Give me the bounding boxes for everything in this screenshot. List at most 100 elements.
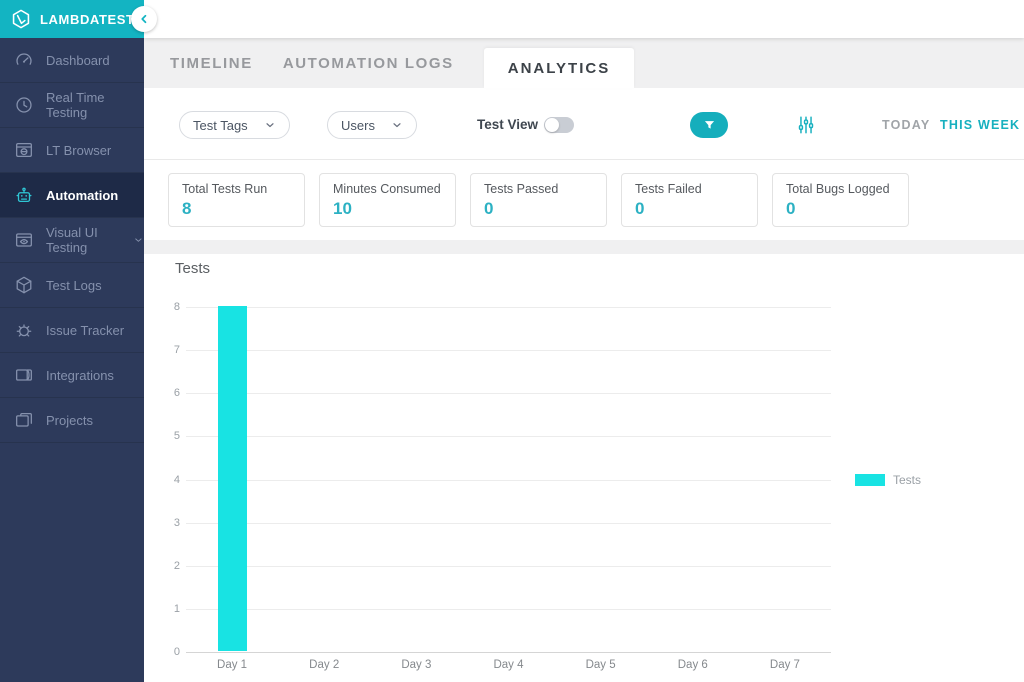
toggle-knob bbox=[545, 118, 559, 132]
test-view-label: Test View bbox=[477, 117, 539, 132]
integrations-icon bbox=[13, 364, 35, 386]
chevron-down-icon bbox=[264, 119, 276, 131]
y-axis-tick: 7 bbox=[173, 344, 180, 357]
stat-label: Tests Failed bbox=[635, 182, 702, 196]
tests-chart-section: Tests Tests 0 1 2 3 4 5 6 7 8 Day 1 Day 2 Day 3 Day … bbox=[144, 254, 1024, 682]
y-axis-tick: 1 bbox=[173, 602, 180, 615]
legend-swatch bbox=[855, 474, 885, 486]
users-dropdown[interactable]: Users bbox=[327, 111, 417, 139]
stat-value: 0 bbox=[484, 199, 494, 218]
x-axis-label: Day 2 bbox=[309, 659, 340, 671]
stat-value: 8 bbox=[182, 199, 192, 218]
x-axis-label: Day 6 bbox=[677, 659, 708, 671]
sidebar-item-label: Issue Tracker bbox=[46, 322, 125, 338]
bar-day-1[interactable] bbox=[217, 306, 247, 651]
y-axis-tick: 0 bbox=[173, 646, 180, 658]
sidebar-item-integrations[interactable]: Integrations bbox=[0, 353, 144, 398]
brand-name: LAMBDATEST bbox=[40, 11, 135, 27]
stat-card-minutes-consumed: Minutes Consumed 10 bbox=[319, 173, 456, 227]
x-axis-label: Day 4 bbox=[493, 659, 524, 671]
gridline bbox=[186, 652, 831, 653]
stat-value: 0 bbox=[635, 199, 645, 218]
gridline bbox=[186, 307, 831, 308]
stats-summary: Total Tests Run 8 Minutes Consumed 10 Tests … bbox=[144, 159, 1024, 240]
chevron-down-icon bbox=[391, 119, 403, 131]
chevron-down-icon bbox=[133, 233, 144, 247]
x-axis-label: Day 5 bbox=[585, 659, 616, 671]
users-dropdown-value: Users bbox=[341, 117, 375, 133]
stat-card-tests-failed: Tests Failed 0 bbox=[621, 173, 758, 227]
test-tags-dropdown-value: Test Tags bbox=[193, 117, 248, 133]
projects-icon bbox=[13, 409, 35, 431]
lambdatest-logo-icon bbox=[10, 8, 32, 30]
y-axis-tick: 6 bbox=[173, 387, 180, 400]
clock-icon bbox=[13, 94, 35, 116]
gridline bbox=[186, 565, 831, 567]
test-view-toggle[interactable] bbox=[544, 117, 574, 133]
stat-label: Total Bugs Logged bbox=[786, 182, 890, 196]
sidebar-item-test-logs[interactable]: Test Logs bbox=[0, 263, 144, 308]
sidebar-item-dashboard[interactable]: Dashboard bbox=[0, 38, 144, 83]
stat-card-tests-passed: Tests Passed 0 bbox=[470, 173, 607, 227]
sidebar-item-automation[interactable]: Automation bbox=[0, 173, 144, 218]
sidebar-item-issue-tracker[interactable]: Issue Tracker bbox=[0, 308, 144, 353]
gauge-icon bbox=[13, 49, 35, 71]
stat-value: 10 bbox=[333, 199, 352, 218]
x-axis-label: Day 1 bbox=[217, 659, 248, 671]
filter-button[interactable] bbox=[690, 112, 728, 138]
gridline bbox=[186, 608, 831, 610]
y-axis-tick: 5 bbox=[173, 430, 180, 443]
filter-toolbar: Test Tags Users Test View bbox=[144, 88, 1024, 159]
chart-legend: Tests bbox=[855, 473, 921, 487]
sidebar-item-label: Real Time Testing bbox=[46, 90, 105, 120]
cube-icon bbox=[13, 274, 35, 296]
stat-card-total-bugs-logged: Total Bugs Logged 0 bbox=[772, 173, 909, 227]
y-axis-tick: 4 bbox=[173, 473, 180, 486]
sidebar-item-projects[interactable]: Projects bbox=[0, 398, 144, 443]
tab-bar: TIMELINE AUTOMATION LOGS ANALYTICS bbox=[144, 38, 1024, 88]
top-bar bbox=[144, 0, 1024, 38]
main-content: TIMELINE AUTOMATION LOGS ANALYTICS Test Ta… bbox=[144, 0, 1024, 682]
sidebar: LAMBDATEST Dashboard Real Time Testing LT … bbox=[0, 0, 144, 682]
sidebar-item-label: Integrations bbox=[46, 367, 114, 383]
legend-label: Tests bbox=[893, 473, 922, 487]
range-today-button[interactable]: TODAY bbox=[882, 118, 931, 132]
section-divider bbox=[144, 240, 1024, 254]
gridline bbox=[186, 522, 831, 524]
robot-icon bbox=[13, 184, 35, 206]
sidebar-item-visual-ui-testing[interactable]: Visual UI Testing bbox=[0, 218, 144, 263]
test-tags-dropdown[interactable]: Test Tags bbox=[179, 111, 290, 139]
tab-automation-logs[interactable]: AUTOMATION LOGS bbox=[282, 54, 454, 72]
tab-timeline[interactable]: TIMELINE bbox=[170, 54, 253, 72]
sliders-icon bbox=[798, 116, 814, 134]
x-axis-label: Day 3 bbox=[401, 659, 432, 671]
chart-settings-button[interactable] bbox=[795, 113, 817, 137]
chart-plot-area bbox=[186, 306, 831, 653]
y-axis-tick: 8 bbox=[173, 301, 180, 313]
funnel-icon bbox=[704, 120, 714, 129]
sidebar-item-label: Dashboard bbox=[46, 52, 110, 68]
sidebar-item-label: Projects bbox=[46, 412, 93, 428]
sidebar-nav: Dashboard Real Time Testing LT Browser Auto… bbox=[0, 38, 144, 443]
sidebar-collapse-button[interactable] bbox=[131, 6, 157, 32]
stat-label: Tests Passed bbox=[484, 182, 559, 196]
sidebar-item-label: Visual UI Testing bbox=[46, 225, 98, 255]
window-eye-icon bbox=[13, 229, 35, 251]
y-axis-tick: 3 bbox=[173, 516, 180, 529]
sidebar-item-lt-browser[interactable]: LT Browser bbox=[0, 128, 144, 173]
gridline bbox=[186, 436, 831, 438]
stat-value: 0 bbox=[786, 199, 796, 218]
brand-header: LAMBDATEST bbox=[0, 0, 144, 38]
y-axis-tick: 2 bbox=[173, 559, 180, 572]
stat-card-total-tests-run: Total Tests Run 8 bbox=[168, 173, 305, 227]
tab-analytics[interactable]: ANALYTICS bbox=[483, 48, 635, 88]
stat-label: Total Tests Run bbox=[182, 182, 268, 196]
range-this-week-button[interactable]: THIS WEEK bbox=[940, 118, 1021, 132]
stat-label: Minutes Consumed bbox=[333, 182, 441, 196]
x-axis-label: Day 7 bbox=[769, 659, 800, 671]
sidebar-item-real-time-testing[interactable]: Real Time Testing bbox=[0, 83, 144, 128]
gridline bbox=[186, 479, 831, 481]
sidebar-item-label: Test Logs bbox=[46, 277, 102, 293]
sidebar-item-label: LT Browser bbox=[46, 142, 112, 158]
